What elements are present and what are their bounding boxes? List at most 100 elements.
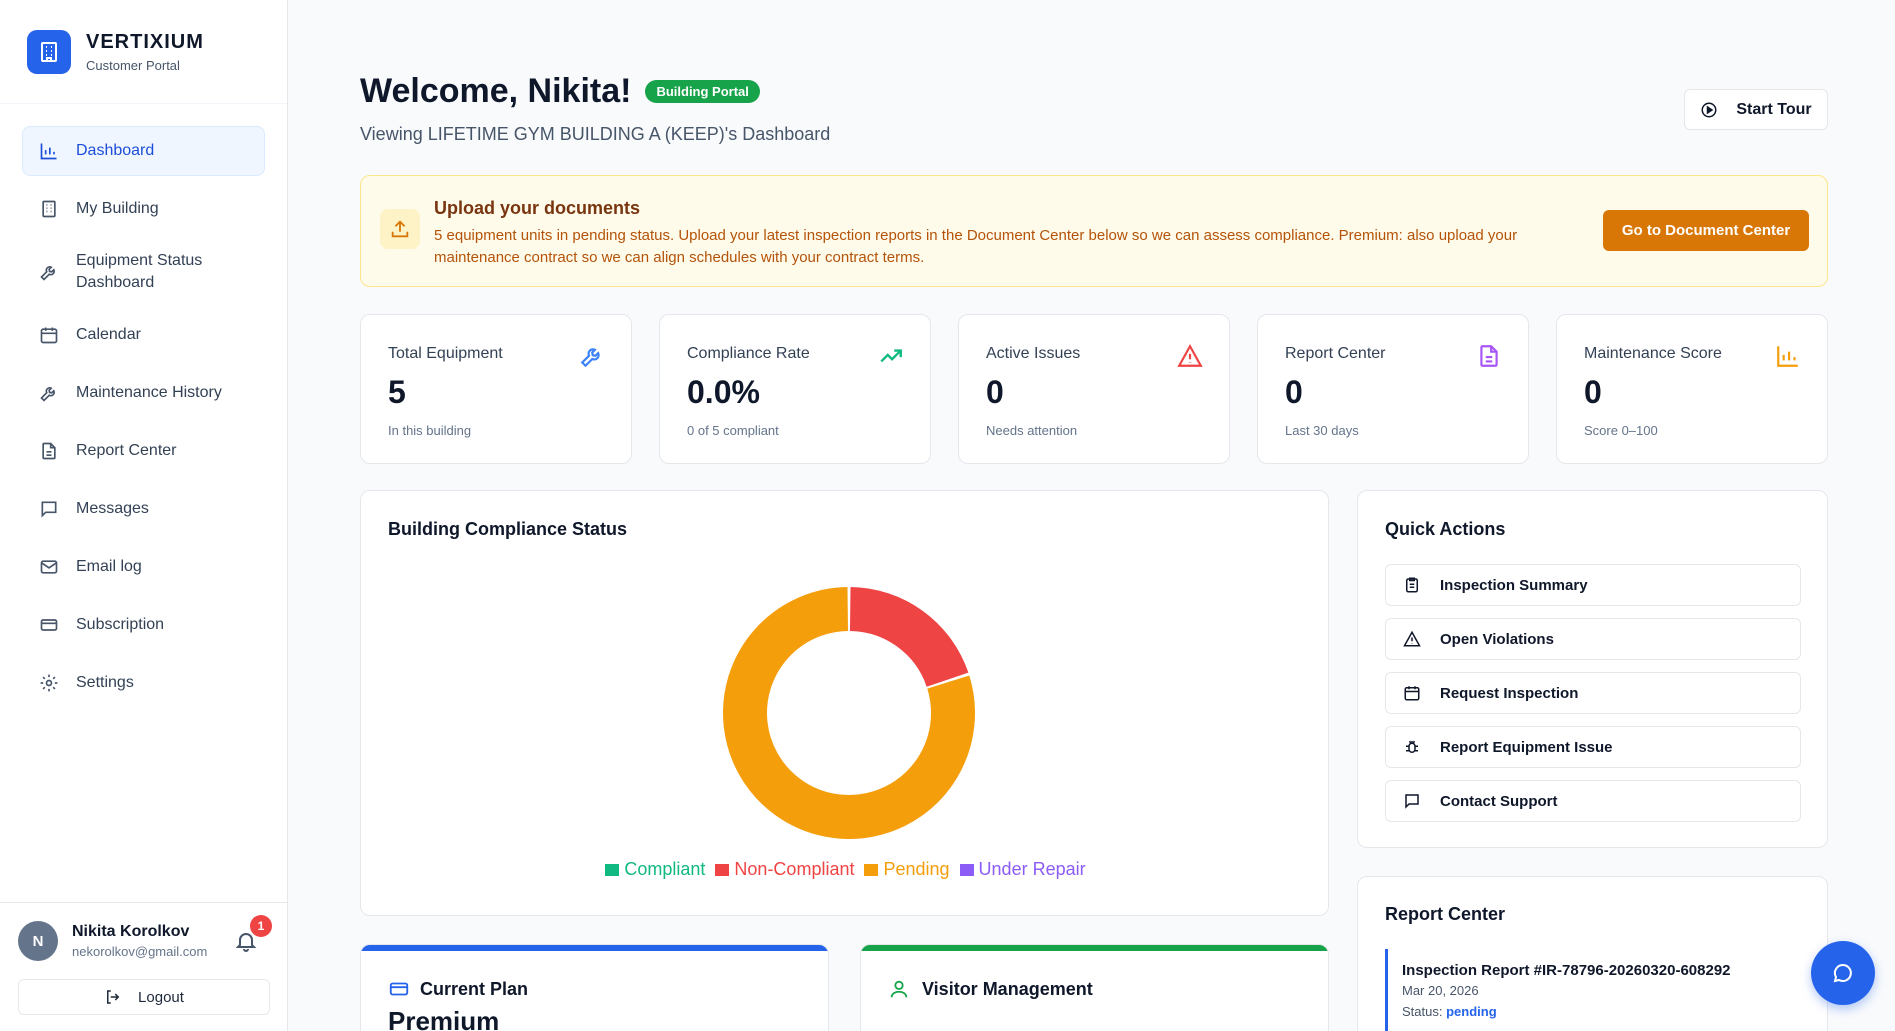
sidebar-item-messages[interactable]: Messages [22,484,265,534]
page-header: Welcome, Nikita! Building Portal Viewing… [360,0,1828,175]
quick-action-label: Contact Support [1440,792,1558,810]
visitor-management-card: Visitor Management [860,944,1329,1031]
quick-actions-title: Quick Actions [1385,519,1506,539]
report-center-card: Report Center Inspection Report #IR-7879… [1357,876,1828,1031]
quick-action-report-equipment-issue[interactable]: Report Equipment Issue [1385,726,1801,768]
sidebar-item-label: Report Center [76,442,177,459]
quick-action-label: Request Inspection [1440,684,1579,702]
sidebar-item-subscription[interactable]: Subscription [22,600,265,650]
brand: VERTIXIUM Customer Portal [0,0,287,104]
plan-name: Premium [388,1006,500,1031]
logout-button[interactable]: Logout [18,979,270,1015]
stat-label: Active Issues [986,345,1081,362]
sidebar-item-my-building[interactable]: My Building [22,184,265,234]
quick-action-inspection-summary[interactable]: Inspection Summary [1385,564,1801,606]
upload-icon [380,209,420,249]
legend-swatch [864,863,879,876]
stat-card-compliance-rate: Compliance Rate 0.0% 0 of 5 compliant [659,314,931,464]
credit-card-icon [389,982,409,996]
alert-body: 5 equipment units in pending status. Upl… [434,227,1518,266]
quick-action-request-inspection[interactable]: Request Inspection [1385,672,1801,714]
sidebar-item-maintenance-history[interactable]: Maintenance History [22,368,265,418]
document-icon [1480,345,1498,367]
stat-value: 0.0% [687,374,760,410]
notification-bell-icon[interactable]: 1 [234,915,272,953]
play-circle-icon [1701,102,1717,117]
sidebar-item-equipment-status[interactable]: Equipment Status Dashboard [22,242,265,302]
legend-label: Under Repair [978,859,1086,879]
stat-sub: Score 0–100 [1584,423,1658,438]
avatar[interactable]: N [18,921,58,961]
legend-item-compliant[interactable]: Compliant [605,859,705,880]
trending-up-icon [880,349,902,363]
page-title: Welcome, Nikita! [360,72,632,110]
calendar-icon [39,325,59,345]
stat-card-active-issues: Active Issues 0 Needs attention [958,314,1230,464]
chart-legend: Compliant Non-Compliant Pending Under Repai… [361,859,1330,880]
sidebar-item-dashboard[interactable]: Dashboard [22,126,265,176]
notification-count-badge: 1 [250,915,272,937]
plan-accent-bar [361,945,828,951]
bug-icon [1406,740,1418,753]
user-email: nekorolkov@gmail.com [72,944,208,959]
start-tour-button[interactable]: Start Tour [1684,89,1828,130]
stat-card-total-equipment: Total Equipment 5 In this building [360,314,632,464]
sidebar-item-settings[interactable]: Settings [22,658,265,708]
main-content: Welcome, Nikita! Building Portal Viewing… [360,0,1828,1031]
wrench-icon [39,262,59,282]
legend-item-under-repair[interactable]: Under Repair [959,859,1086,880]
quick-actions-card: Quick Actions Inspection Summary Open Vi… [1357,490,1828,848]
message-icon [1405,794,1419,809]
report-entry-date: Mar 20, 2026 [1402,983,1479,998]
sidebar-nav: Dashboard My Building Equipment Status D… [0,104,287,708]
user-icon [890,980,908,998]
portal-badge: Building Portal [645,80,760,103]
sidebar-item-label: Messages [76,500,149,517]
stat-label: Report Center [1285,345,1386,362]
upload-alert: Upload your documents 5 equipment units … [360,175,1828,287]
gear-icon [39,673,59,693]
stat-value: 0 [986,374,1004,410]
sidebar-item-label: Dashboard [76,142,155,159]
status-label: Status: [1402,1004,1443,1019]
stat-card-report-center: Report Center 0 Last 30 days [1257,314,1529,464]
quick-action-open-violations[interactable]: Open Violations [1385,618,1801,660]
legend-swatch [605,863,620,876]
stat-sub: In this building [388,423,472,438]
user-name: Nikita Korolkov [72,923,190,940]
sidebar-item-email-log[interactable]: Email log [22,542,265,592]
report-entry[interactable]: Inspection Report #IR-78796-20260320-608… [1385,949,1731,1031]
legend-item-pending[interactable]: Pending [864,859,950,880]
sidebar-item-label: Calendar [76,326,141,343]
legend-label: Compliant [624,859,706,879]
quick-action-label: Open Violations [1440,630,1554,648]
sidebar-item-label: Settings [76,674,134,691]
stat-value: 5 [388,374,406,410]
stat-sub: Needs attention [986,423,1078,438]
visitor-accent-bar [861,945,1328,951]
sidebar-item-label: Equipment Status Dashboard [76,252,203,291]
go-to-document-center-button[interactable]: Go to Document Center [1603,210,1809,251]
legend-label: Pending [883,859,950,879]
quick-action-label: Report Equipment Issue [1440,738,1613,756]
plan-title: Current Plan [420,978,529,999]
alert-triangle-icon [1177,344,1203,367]
quick-action-contact-support[interactable]: Contact Support [1385,780,1801,822]
sidebar-item-label: My Building [76,200,159,217]
legend-swatch [959,863,974,876]
logout-icon [107,990,120,1004]
sidebar-item-report-center[interactable]: Report Center [22,426,265,476]
stat-sub: 0 of 5 compliant [687,423,779,438]
alert-triangle-icon [1403,630,1421,647]
sidebar-item-label: Maintenance History [76,384,222,401]
stat-card-maintenance-score: Maintenance Score 0 Score 0–100 [1556,314,1828,464]
stat-label: Total Equipment [388,345,503,362]
chat-button[interactable] [1811,941,1875,1005]
credit-card-icon [39,615,59,635]
legend-swatch [715,863,730,876]
building-logo-icon [27,29,71,74]
sidebar-item-calendar[interactable]: Calendar [22,310,265,360]
report-center-title: Report Center [1385,904,1506,924]
clipboard-icon [1406,577,1418,593]
legend-item-non-compliant[interactable]: Non-Compliant [715,859,854,880]
